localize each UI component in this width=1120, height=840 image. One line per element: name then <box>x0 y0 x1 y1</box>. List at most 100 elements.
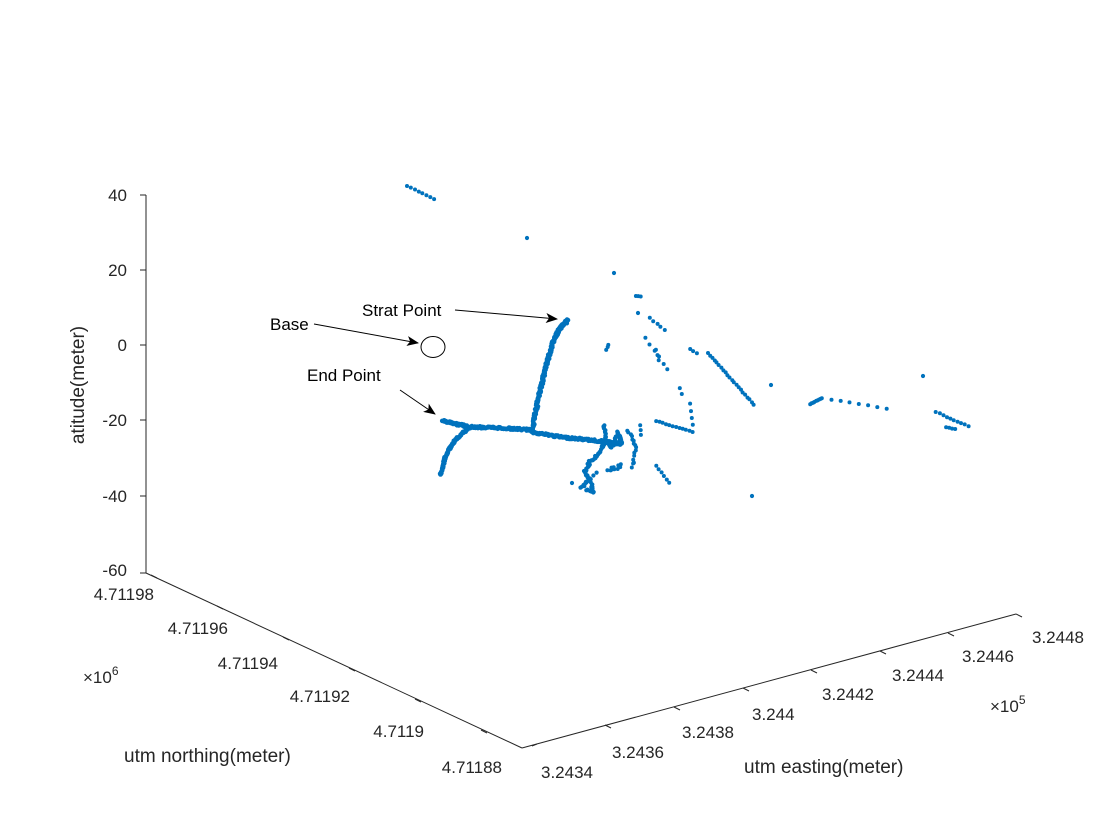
y-tick-mark <box>348 667 356 672</box>
x-tick-label: 3.2438 <box>682 723 734 742</box>
x-tick-label: 3.244 <box>752 705 795 724</box>
data-point <box>658 324 663 329</box>
z-tick-label: 40 <box>108 186 127 205</box>
y-tick-mark <box>414 698 422 703</box>
data-point <box>680 426 685 431</box>
data-point <box>611 465 616 470</box>
data-point <box>438 472 443 477</box>
data-point <box>653 347 658 352</box>
y-axis-line <box>145 572 523 749</box>
data-point <box>524 235 530 241</box>
data-point <box>689 409 693 414</box>
data-point <box>689 416 694 420</box>
data-point <box>856 402 861 406</box>
base-arrow <box>313 323 419 346</box>
data-point <box>667 480 672 485</box>
strat-point-arrow <box>454 309 558 324</box>
data-point <box>679 392 684 396</box>
end-point-arrow <box>399 389 436 415</box>
data-point <box>569 480 575 486</box>
data-point <box>660 420 665 425</box>
data-point <box>690 422 695 427</box>
data-point <box>632 450 637 455</box>
y-tick-mark <box>480 729 488 734</box>
z-tick-label: -40 <box>102 487 127 506</box>
y-axis: 4.71198 4.71196 4.71194 4.71192 4.7119 4… <box>83 574 502 777</box>
data-point <box>662 328 667 332</box>
data-point <box>962 422 967 427</box>
data-point <box>866 403 871 408</box>
data-point <box>643 335 648 340</box>
data-point <box>819 396 824 401</box>
x-tick-mark <box>604 724 612 729</box>
x-tick-mark <box>673 706 681 711</box>
data-point <box>749 493 755 499</box>
data-point <box>661 474 666 478</box>
data-point <box>655 353 660 358</box>
z-axis: 40 20 0 -20 -40 -60 atitude(meter) <box>68 186 146 580</box>
data-point <box>694 351 699 356</box>
data-point <box>743 392 748 397</box>
x-tick-label: 3.2444 <box>892 666 944 685</box>
x-tick-mark <box>531 743 538 747</box>
data-point <box>638 428 643 433</box>
data-point <box>605 468 610 473</box>
data-point <box>424 193 429 198</box>
data-point <box>587 476 593 481</box>
data-point <box>838 398 843 403</box>
data-point <box>710 355 715 360</box>
z-tick-label: -60 <box>102 561 127 580</box>
data-point <box>659 470 664 475</box>
data-point <box>959 421 963 426</box>
y-tick-mark <box>282 636 290 641</box>
base-marker <box>420 336 446 358</box>
data-point <box>670 424 675 429</box>
data-point <box>420 191 425 196</box>
data-point <box>647 315 652 320</box>
data-point <box>656 358 661 363</box>
y-tick-mark <box>150 574 158 579</box>
data-point <box>629 465 634 470</box>
data-point <box>920 373 926 379</box>
data-point <box>691 349 696 354</box>
data-point <box>690 430 695 434</box>
data-point <box>631 461 636 466</box>
data-point <box>656 467 661 472</box>
data-point <box>584 488 589 493</box>
data-point <box>630 434 634 439</box>
x-tick-mark <box>1015 613 1023 618</box>
end-point-label: End Point <box>307 366 381 385</box>
data-point <box>719 365 724 370</box>
x-axis-line <box>521 613 1017 749</box>
annotations: Strat Point Base End Point <box>270 301 558 415</box>
data-point <box>428 195 433 200</box>
data-point <box>632 453 637 458</box>
data-point <box>950 426 955 431</box>
data-point <box>664 477 669 482</box>
y-tick-label: 4.71194 <box>218 654 278 673</box>
data-point <box>615 467 620 471</box>
axes <box>145 195 1017 749</box>
data-point <box>687 428 692 433</box>
data-point <box>747 397 752 402</box>
data-point <box>945 415 949 420</box>
x-axis: 3.2434 3.2436 3.2438 3.244 3.2442 3.2444… <box>531 613 1084 782</box>
x-tick-label: 3.2436 <box>612 743 664 762</box>
data-point <box>667 423 672 428</box>
data-point <box>665 367 670 372</box>
data-point <box>583 479 589 484</box>
y-axis-label: utm northing(meter) <box>124 746 291 767</box>
data-point <box>706 351 710 355</box>
strat-point-label: Strat Point <box>362 301 442 320</box>
data-point <box>677 386 682 391</box>
data-point <box>664 422 668 427</box>
data-point <box>829 397 834 402</box>
data-point <box>661 362 666 366</box>
data-point <box>638 294 643 299</box>
data-point <box>884 406 889 411</box>
data-point <box>413 187 417 192</box>
y-tick-label: 4.71196 <box>168 619 228 638</box>
x-tick-label: 3.2434 <box>541 763 593 782</box>
base-label: Base <box>270 315 309 334</box>
